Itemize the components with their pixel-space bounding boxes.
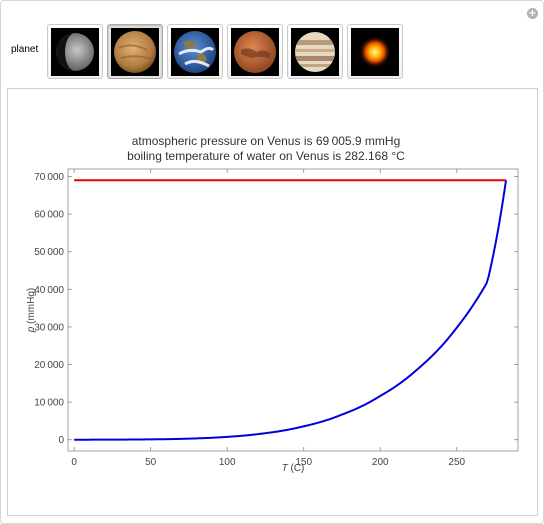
expand-icon[interactable]: +	[527, 8, 538, 19]
planet-button-jupiter[interactable]	[287, 24, 343, 79]
planet-button-earth[interactable]	[167, 24, 223, 79]
y-tick-label: 0	[58, 435, 64, 446]
plot-panel: atmospheric pressure on Venus is 69 005.…	[7, 88, 538, 516]
y-tick-label: 70 000	[34, 172, 64, 183]
x-tick-label: 200	[372, 457, 389, 468]
planet-button-mercury[interactable]	[47, 24, 103, 79]
venus-icon	[111, 28, 159, 76]
y-tick-label: 60 000	[34, 210, 64, 221]
y-tick-label: 40 000	[34, 285, 64, 296]
boiling-curve-line	[74, 180, 507, 441]
x-tick-label: 100	[219, 457, 236, 468]
jupiter-icon	[291, 28, 339, 76]
chart-title: atmospheric pressure on Venus is 69 005.…	[132, 134, 401, 148]
x-axis-label: T (C)	[282, 463, 305, 474]
pressure-plot: atmospheric pressure on Venus is 69 005.…	[26, 134, 519, 474]
x-tick-label: 50	[145, 457, 157, 468]
x-tick-label: 0	[71, 457, 77, 468]
sun-icon	[351, 28, 399, 76]
plot-frame	[67, 168, 519, 452]
y-tick-label: 30 000	[34, 322, 64, 333]
planet-control-label: planet	[11, 44, 39, 55]
mercury-icon	[51, 28, 99, 76]
y-tick-label: 20 000	[34, 360, 64, 371]
earth-icon	[171, 28, 219, 76]
chart-subtitle: boiling temperature of water on Venus is…	[127, 149, 405, 163]
y-axis-label: p (mmHg)	[26, 288, 37, 333]
planet-button-mars[interactable]	[227, 24, 283, 79]
planet-button-venus[interactable]	[107, 24, 163, 79]
x-tick-label: 250	[448, 457, 465, 468]
x-tick-label: 150	[295, 457, 312, 468]
planet-button-sun[interactable]	[347, 24, 403, 79]
y-tick-label: 50 000	[34, 247, 64, 258]
mars-icon	[231, 28, 279, 76]
y-tick-label: 10 000	[34, 398, 64, 409]
